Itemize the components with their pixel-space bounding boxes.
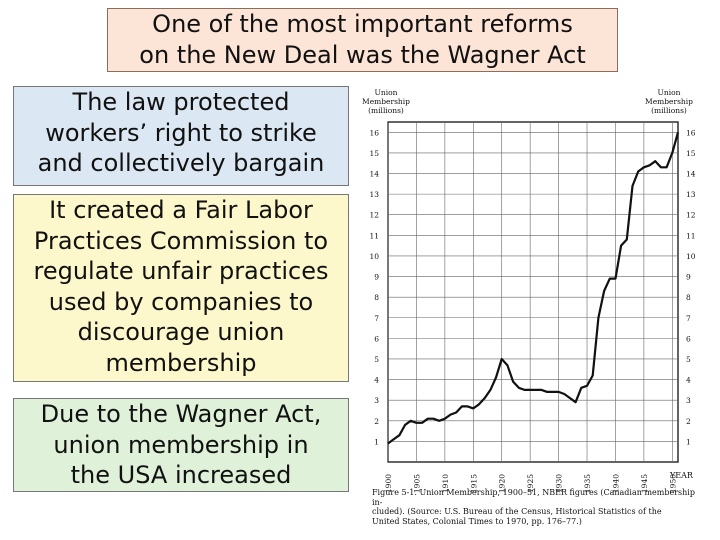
right-axis-label: Membership [645, 97, 693, 106]
y-tick-label-right: 6 [686, 334, 691, 343]
y-tick-label-left: 3 [374, 396, 379, 405]
y-tick-label-right: 13 [686, 190, 696, 199]
left-axis-label: (millions) [368, 106, 404, 115]
x-tick-label: 1935 [583, 474, 592, 493]
y-tick-label-right: 8 [686, 293, 691, 302]
x-tick-label: 1900 [384, 474, 393, 493]
y-tick-label-left: 7 [374, 314, 379, 323]
point-box-commission: It created a Fair Labor Practices Commis… [13, 194, 349, 382]
y-tick-label-right: 14 [686, 170, 696, 179]
y-tick-label-right: 15 [686, 149, 696, 158]
x-tick-label: 1920 [498, 474, 507, 493]
y-tick-label-right: 16 [686, 128, 696, 137]
y-tick-label-left: 8 [374, 293, 379, 302]
y-tick-label-left: 2 [374, 417, 379, 426]
point-line: workers’ right to strike [45, 118, 317, 147]
y-tick-label-left: 4 [374, 376, 379, 385]
y-tick-label-left: 12 [369, 211, 379, 220]
point-line: and collectively bargain [37, 149, 325, 177]
right-axis-label: Union [658, 88, 681, 97]
left-axis-label: Union [375, 88, 398, 97]
figure-caption-line: cluded). (Source: U.S. Bureau of the Cen… [372, 507, 662, 516]
x-tick-label: 1925 [526, 474, 535, 493]
x-axis-label: YEAR [669, 471, 694, 480]
figure-caption-line: United States, Colonial Times to 1970, p… [372, 516, 582, 526]
y-tick-label-left: 10 [369, 252, 379, 261]
x-tick-label: 1905 [412, 474, 421, 493]
point-line: discourage union [77, 318, 285, 346]
y-tick-label-left: 16 [369, 128, 379, 137]
figure-caption-line: Figure 5-1. Union Membership, 1900–51, N… [372, 488, 695, 507]
y-tick-label-right: 5 [686, 355, 691, 364]
x-tick-label: 1915 [469, 474, 478, 493]
point-box-membership: Due to the Wagner Act, union membership … [13, 398, 349, 492]
y-tick-label-left: 13 [369, 190, 379, 199]
series-line-union-membership [387, 132, 680, 445]
slide-title: One of the most important reforms on the… [107, 8, 618, 72]
y-tick-label-left: 6 [374, 334, 379, 343]
x-tick-label: 1945 [640, 474, 649, 493]
y-tick-label-right: 11 [686, 231, 696, 240]
y-tick-label-right: 2 [686, 417, 691, 426]
y-tick-label-right: 10 [686, 252, 696, 261]
slide-title-line: on the New Deal was the Wagner Act [139, 41, 586, 69]
point-line: It created a Fair Labor [49, 196, 313, 224]
point-line: used by companies to [48, 287, 314, 316]
x-tick-label: 1950 [668, 474, 677, 493]
x-tick-label: 1910 [441, 474, 450, 493]
point-line: Due to the Wagner Act, [40, 400, 322, 428]
y-tick-label-right: 9 [686, 273, 691, 282]
left-axis-label: Membership [362, 97, 410, 106]
chart-svg: Union Membership (millions) Union Member… [362, 88, 696, 493]
y-tick-label-right: 4 [686, 376, 691, 385]
point-line: union membership in [53, 430, 309, 459]
x-tick-label: 1930 [555, 474, 564, 493]
point-line: The law protected [72, 88, 290, 116]
y-tick-label-right: 3 [686, 396, 691, 405]
y-tick-label-right: 12 [686, 211, 696, 220]
point-line: Practices Commission to [33, 226, 329, 255]
point-line: the USA increased [70, 461, 292, 489]
x-tick-label: 1940 [611, 474, 620, 493]
y-tick-label-right: 7 [686, 314, 691, 323]
union-membership-chart: Union Membership (millions) Union Member… [352, 82, 712, 520]
y-tick-label-left: 5 [374, 355, 379, 364]
y-tick-label-left: 14 [369, 170, 379, 179]
y-tick-label-left: 15 [369, 149, 379, 158]
point-line: membership [105, 348, 257, 377]
y-tick-label-left: 1 [374, 437, 379, 446]
point-line: regulate unfair practices [33, 257, 329, 285]
figure-caption: Figure 5-1. Union Membership, 1900–51, N… [372, 488, 698, 526]
right-axis-label: (millions) [651, 106, 687, 115]
y-tick-label-right: 1 [686, 437, 691, 446]
y-tick-label-left: 11 [369, 231, 379, 240]
point-box-law: The law protected workers’ right to stri… [13, 86, 349, 186]
slide-title-line: One of the most important reforms [152, 10, 573, 38]
plot-frame [387, 121, 679, 463]
y-tick-label-left: 9 [374, 273, 379, 282]
